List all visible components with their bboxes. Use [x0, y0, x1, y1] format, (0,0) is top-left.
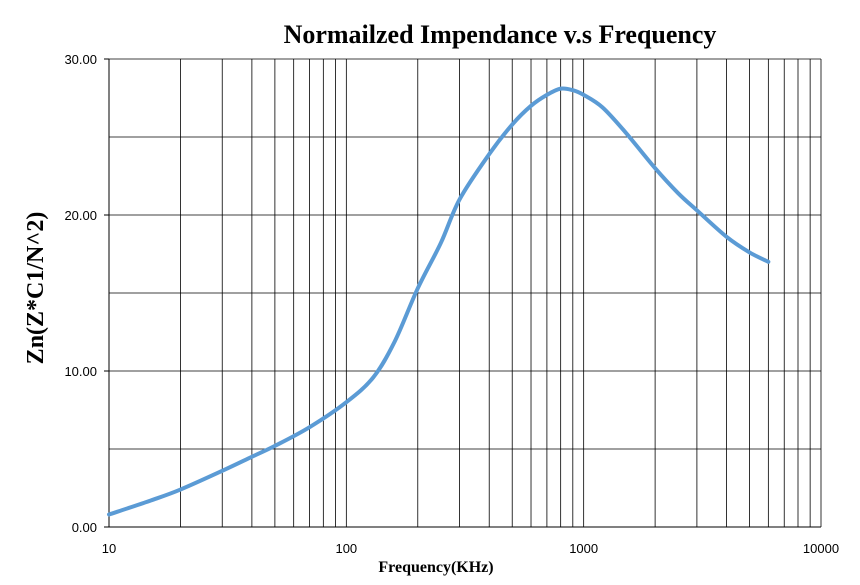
axes	[104, 58, 821, 528]
x-axis-label: Frequency(KHz)	[378, 559, 493, 576]
y-tick-label: 10.00	[64, 364, 97, 379]
chart-title: Normailzed Impendance v.s Frequency	[284, 20, 717, 49]
x-tick-label: 10	[102, 541, 116, 556]
grid-lines	[109, 58, 822, 528]
y-tick-label: 30.00	[64, 52, 97, 67]
x-tick-label: 100	[335, 541, 357, 556]
tick-labels: 0.00 10.00 20.00 30.00 10 100 1000 10000	[64, 52, 839, 556]
y-tick-label: 20.00	[64, 208, 97, 223]
series-line	[107, 86, 771, 517]
y-tick-label: 0.00	[72, 520, 97, 535]
x-tick-label: 10000	[803, 541, 839, 556]
y-axis-label: Zn(Z*C1/N^2)	[23, 212, 49, 365]
series-lines	[107, 86, 771, 517]
x-tick-label: 1000	[569, 541, 598, 556]
